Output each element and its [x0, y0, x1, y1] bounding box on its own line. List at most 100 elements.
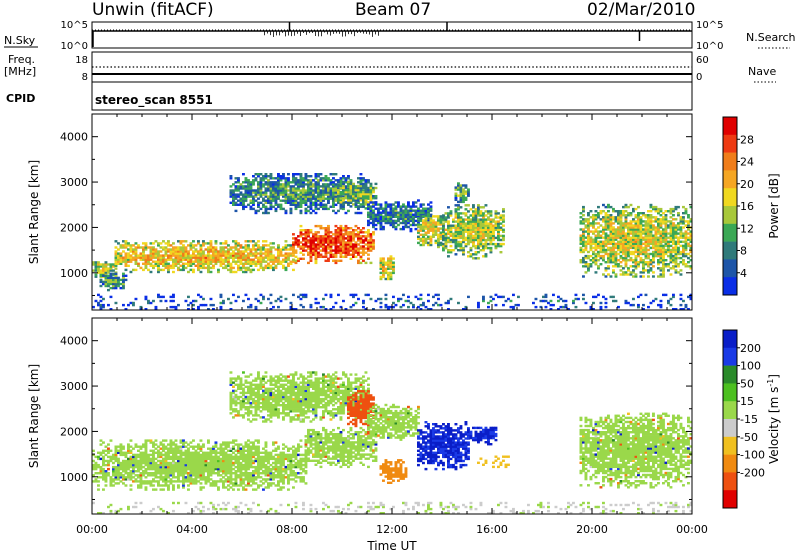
echo-cell	[664, 210, 668, 213]
echo-cell	[169, 305, 173, 309]
echo-cell	[277, 244, 280, 247]
echo-cell	[587, 226, 590, 229]
echo-cell	[654, 228, 658, 231]
echo-cell	[379, 275, 383, 279]
echo-cell	[652, 254, 655, 258]
echo-cell	[234, 195, 238, 198]
echo-cell	[152, 449, 155, 452]
echo-cell	[427, 237, 430, 240]
echo-cell	[307, 183, 310, 186]
echo-cell	[229, 266, 233, 270]
echo-cell	[582, 228, 585, 231]
echo-cell	[662, 273, 665, 276]
echo-cell	[314, 231, 318, 234]
echo-cell	[467, 210, 470, 213]
echo-cell	[357, 197, 360, 200]
echo-cell	[419, 219, 423, 222]
echo-cell	[467, 236, 470, 240]
echo-cell	[172, 242, 175, 245]
echo-cell	[294, 203, 298, 206]
echo-cell	[649, 222, 653, 225]
echo-cell	[604, 228, 608, 231]
echo-cell	[462, 232, 465, 235]
echo-cell	[574, 305, 578, 309]
echo-cell	[164, 470, 168, 473]
echo-cell	[354, 195, 358, 198]
echo-cell	[252, 191, 255, 194]
echo-cell	[347, 199, 350, 202]
echo-cell	[164, 457, 168, 461]
echo-cell	[462, 228, 465, 231]
echo-cell	[152, 254, 155, 257]
echo-cell	[477, 208, 480, 211]
echo-cell	[502, 238, 505, 242]
echo-cell	[559, 297, 563, 301]
echo-cell	[617, 246, 620, 250]
echo-cell	[639, 246, 643, 250]
echo-cell	[282, 193, 285, 196]
echo-cell	[649, 234, 653, 237]
echo-cell	[262, 246, 265, 249]
echo-cell	[184, 252, 188, 255]
echo-cell	[202, 252, 205, 255]
echo-cell	[229, 308, 233, 311]
echo-cell	[632, 224, 635, 227]
echo-cell	[629, 238, 633, 241]
echo-cell	[172, 305, 175, 309]
echo-cell	[134, 248, 138, 251]
echo-cell	[652, 236, 655, 239]
echo-cell	[682, 234, 685, 237]
echo-cell	[487, 236, 490, 240]
echo-cell	[437, 223, 440, 226]
echo-cell	[219, 252, 223, 255]
echo-cell	[347, 183, 350, 186]
echo-cell	[457, 222, 460, 225]
echo-cell	[429, 241, 433, 245]
echo-cell	[274, 258, 278, 261]
echo-cell	[264, 173, 268, 176]
echo-cell	[597, 222, 600, 225]
echo-cell	[467, 230, 470, 233]
echo-cell	[679, 252, 683, 256]
echo-cell	[687, 236, 690, 239]
echo-cell	[319, 179, 323, 182]
echo-cell	[169, 264, 173, 267]
echo-cell	[674, 228, 678, 231]
echo-cell	[237, 185, 240, 188]
echo-cell	[299, 303, 303, 307]
echo-cell	[357, 261, 360, 265]
echo-cell	[234, 246, 238, 249]
echo-cell	[292, 201, 295, 204]
echo-cell	[102, 303, 105, 307]
echo-cell	[239, 262, 243, 265]
echo-cell	[264, 183, 268, 186]
echo-cell	[609, 248, 613, 252]
echo-cell	[172, 488, 175, 491]
echo-cell	[679, 273, 683, 276]
echo-cell	[337, 201, 340, 204]
echo-cell	[322, 183, 325, 186]
echo-cell	[399, 297, 403, 301]
echo-cell	[342, 247, 345, 250]
echo-cell	[304, 293, 308, 297]
echo-cell	[114, 258, 118, 261]
echo-cell	[104, 445, 108, 448]
echo-cell	[167, 451, 170, 454]
echo-cell	[229, 177, 233, 180]
echo-cell	[417, 211, 420, 214]
echo-cell	[469, 224, 473, 227]
echo-cell	[249, 195, 253, 198]
echo-cell	[344, 231, 348, 234]
echo-cell	[292, 175, 295, 178]
echo-cell	[602, 259, 605, 262]
echo-cell	[324, 239, 328, 242]
echo-cell	[302, 239, 305, 242]
echo-cell	[369, 188, 373, 192]
echo-cell	[464, 208, 468, 211]
echo-cell	[632, 244, 635, 248]
echo-cell	[277, 193, 280, 196]
echo-cell	[649, 220, 653, 223]
echo-cell	[107, 463, 110, 467]
echo-cell	[152, 488, 155, 491]
echo-cell	[649, 226, 653, 229]
